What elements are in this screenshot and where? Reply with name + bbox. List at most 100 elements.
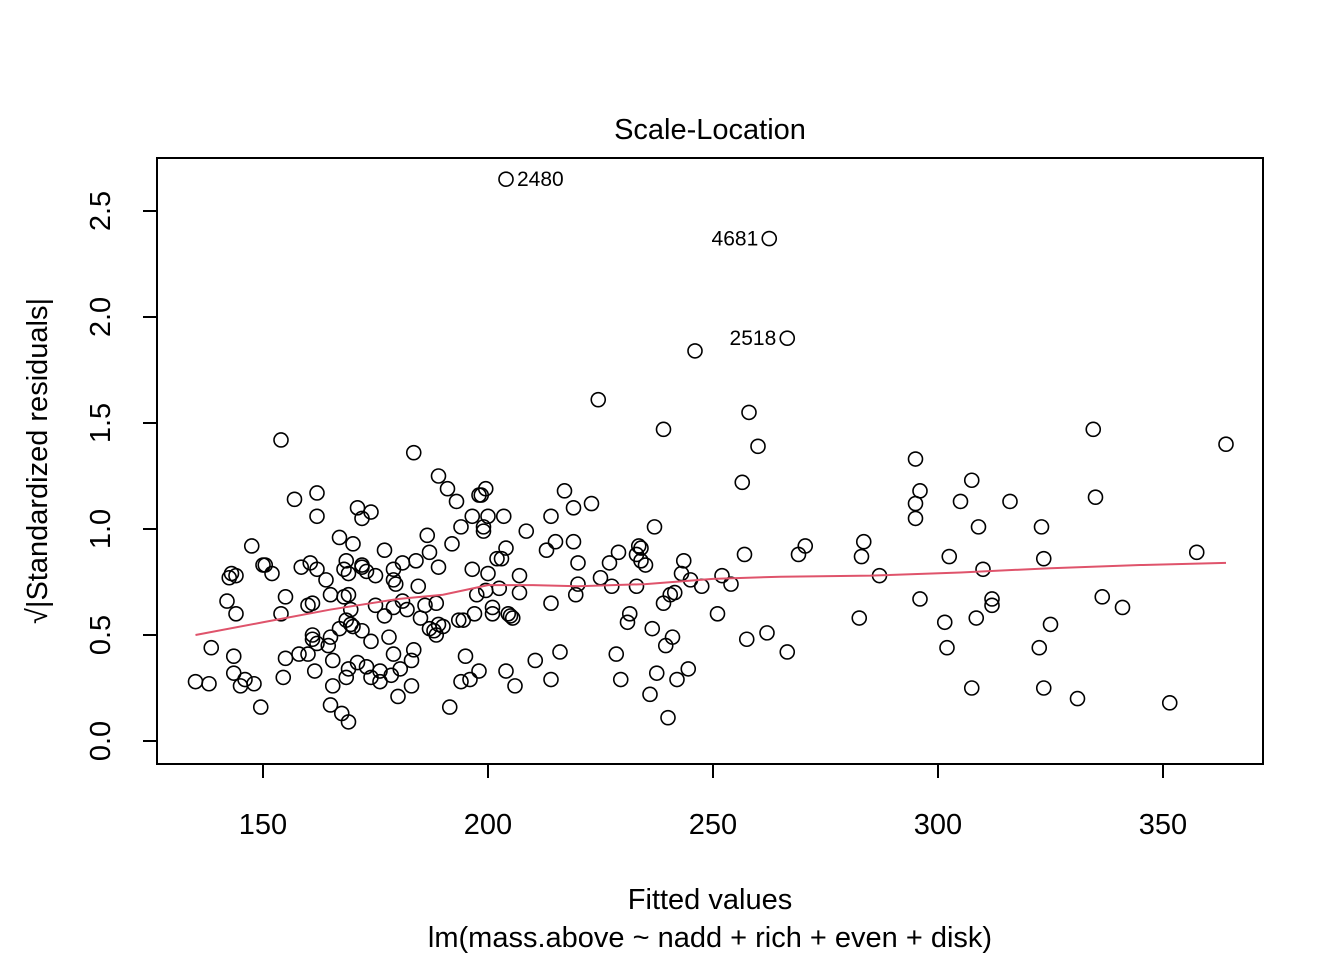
data-point	[439, 480, 456, 497]
data-point	[273, 432, 289, 448]
data-point	[491, 580, 508, 597]
data-point	[340, 714, 357, 730]
data-point	[338, 669, 355, 686]
data-point	[394, 593, 411, 609]
data-point	[675, 552, 692, 569]
data-point	[320, 637, 337, 654]
data-point	[644, 620, 661, 637]
data-point	[457, 648, 474, 665]
data-point	[655, 421, 672, 438]
data-point	[621, 605, 638, 622]
data-point	[309, 635, 325, 652]
data-point	[340, 565, 357, 582]
data-point	[912, 483, 928, 499]
data-point	[363, 504, 379, 520]
y-axis-label: √|Standardized residuals|	[22, 298, 54, 624]
data-point	[498, 663, 514, 679]
data-point	[601, 555, 618, 571]
data-point	[324, 652, 341, 669]
data-point	[936, 614, 953, 631]
data-point	[480, 565, 496, 582]
data-point	[984, 591, 1000, 607]
data-point	[450, 612, 467, 628]
data-point	[304, 631, 321, 648]
data-point	[738, 631, 755, 648]
data-point	[318, 572, 334, 588]
data-point	[543, 671, 559, 688]
data-point	[853, 548, 870, 565]
data-point	[228, 605, 244, 622]
data-point	[322, 586, 339, 603]
data-point	[430, 468, 447, 484]
data-point	[1035, 680, 1052, 696]
data-point	[286, 491, 303, 508]
data-point	[633, 540, 649, 556]
data-point	[484, 599, 501, 616]
data-point	[734, 474, 751, 491]
data-point	[340, 586, 357, 603]
data-point	[322, 629, 339, 645]
y-tick-label: 2.5	[85, 191, 117, 231]
data-point	[628, 578, 645, 595]
data-point	[907, 495, 924, 512]
data-point	[363, 633, 379, 650]
data-point	[1035, 550, 1052, 567]
data-point	[1161, 695, 1178, 711]
data-point	[309, 485, 325, 501]
data-point	[464, 561, 481, 578]
data-point	[709, 605, 726, 622]
data-point	[570, 555, 586, 571]
data-point	[342, 601, 359, 618]
data-point	[304, 595, 321, 612]
data-point	[759, 625, 775, 641]
data-point	[237, 671, 253, 688]
x-tick-label: 250	[689, 809, 737, 841]
data-point	[547, 533, 564, 550]
data-point	[590, 391, 607, 408]
data-point	[975, 561, 991, 578]
data-point	[453, 673, 469, 690]
data-point	[201, 675, 217, 692]
data-point	[741, 404, 757, 421]
data-point	[435, 618, 451, 635]
data-point	[1033, 519, 1050, 535]
point-labels: 2480 4681 2518	[517, 168, 776, 350]
data-point	[797, 538, 814, 554]
x-tick-label: 300	[914, 809, 962, 841]
data-point	[376, 608, 393, 624]
point-label: 2518	[730, 327, 777, 350]
data-point	[466, 605, 483, 622]
data-point	[963, 680, 980, 696]
data-point	[761, 230, 778, 247]
data-point	[608, 646, 625, 662]
data-point	[968, 610, 985, 626]
data-point	[419, 527, 436, 544]
data-point	[612, 671, 629, 688]
data-point	[468, 586, 485, 603]
data-point	[462, 671, 478, 688]
data-point	[633, 552, 649, 569]
data-point	[907, 451, 924, 467]
data-point	[338, 552, 355, 569]
chart-title: Scale-Location	[614, 114, 806, 146]
x-axis: 150 200 250 300 350	[239, 763, 1187, 841]
data-point	[556, 483, 573, 499]
data-point	[779, 330, 796, 347]
data-point	[489, 550, 505, 567]
data-point	[642, 686, 658, 703]
data-point	[565, 533, 582, 550]
data-point	[1087, 489, 1104, 506]
data-point	[309, 561, 325, 578]
data-point	[331, 529, 348, 546]
data-point	[648, 665, 665, 681]
data-point	[387, 576, 404, 592]
data-point	[264, 565, 280, 582]
data-point	[507, 678, 523, 694]
data-point	[493, 550, 510, 567]
data-point	[441, 699, 458, 715]
x-tick-label: 350	[1139, 809, 1187, 841]
data-point	[390, 688, 406, 705]
data-point	[309, 508, 325, 525]
data-point	[484, 605, 501, 622]
